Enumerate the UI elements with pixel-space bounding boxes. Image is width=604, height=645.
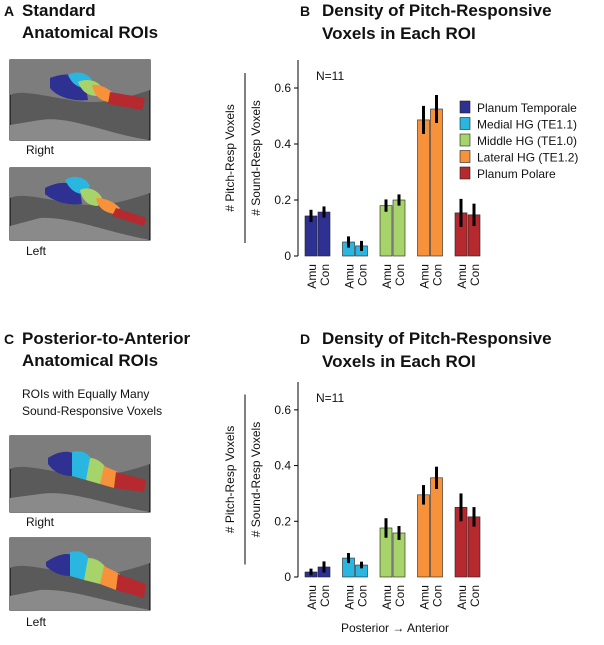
annotation: N=11 — [316, 69, 344, 83]
chart-title: Voxels in Each ROI — [322, 352, 476, 371]
x-label: Posterior → Anterior — [341, 621, 449, 635]
y-label: # Pitch-Resp Voxels — [223, 104, 237, 211]
bar — [317, 211, 331, 257]
x-tick-label: Con — [393, 264, 407, 286]
bar — [417, 494, 430, 578]
image-label: Left — [26, 615, 47, 629]
x-tick-label: Con — [431, 264, 445, 286]
chart-title: Voxels in Each ROI — [322, 24, 476, 43]
legend-label: Lateral HG (TE1.2) — [477, 151, 578, 165]
y-tick-label: 0.6 — [274, 403, 291, 417]
legend-swatch — [459, 133, 471, 147]
panel-letter: D — [300, 331, 310, 347]
x-tick-label: Amu — [343, 264, 357, 289]
x-tick-label: Amu — [455, 585, 469, 610]
brain-image — [9, 435, 151, 513]
panel-title: Anatomical ROIs — [22, 23, 158, 42]
bar — [379, 205, 393, 257]
x-tick-label: Con — [318, 585, 332, 607]
legend-label: Planum Polare — [477, 167, 556, 181]
legend-swatch — [459, 150, 471, 163]
legend-swatch — [459, 100, 471, 114]
chart-title: Density of Pitch-Responsive — [322, 329, 552, 348]
x-tick-label: Amu — [305, 585, 319, 610]
y-tick-label: 0.2 — [274, 193, 291, 207]
brain-image — [9, 537, 151, 611]
panel-subtitle: ROIs with Equally Many — [22, 387, 149, 401]
legend-swatch — [459, 166, 471, 180]
x-tick-label: Amu — [305, 264, 319, 289]
panel-letter: C — [4, 331, 14, 347]
image-label: Right — [26, 515, 55, 529]
legend-swatch — [459, 117, 471, 130]
y-tick-label: 0.4 — [274, 459, 291, 473]
bar — [430, 108, 443, 257]
x-tick-label: Con — [468, 264, 482, 286]
panel-letter: B — [300, 3, 310, 19]
x-tick-label: Amu — [380, 264, 394, 289]
x-tick-label: Amu — [418, 264, 432, 289]
panel-subtitle: Sound-Responsive Voxels — [22, 404, 162, 418]
y-tick-label: 0 — [284, 570, 291, 584]
bar — [417, 119, 430, 257]
x-tick-label: Amu — [455, 264, 469, 289]
bar — [430, 477, 443, 578]
bar — [392, 199, 406, 257]
x-tick-label: Con — [468, 585, 482, 607]
y-tick-label: 0.6 — [274, 81, 291, 95]
x-tick-label: Amu — [343, 585, 357, 610]
panel-title: Standard — [22, 1, 96, 20]
brain-image — [9, 167, 151, 241]
panel-title: Posterior-to-Anterior — [22, 329, 191, 348]
panel-letter: A — [4, 3, 14, 19]
panel-title: Anatomical ROIs — [22, 351, 158, 370]
x-tick-label: Con — [431, 585, 445, 607]
x-tick-label: Con — [318, 264, 332, 286]
image-label: Right — [26, 143, 55, 157]
x-tick-label: Con — [393, 585, 407, 607]
legend-label: Planum Temporale — [477, 101, 577, 115]
brain-image — [9, 59, 151, 141]
chart-title: Density of Pitch-Responsive — [322, 1, 552, 20]
image-label: Left — [26, 244, 47, 258]
legend-label: Middle HG (TE1.0) — [477, 134, 577, 148]
x-tick-label: Con — [356, 585, 370, 607]
y-tick-label: 0.2 — [274, 514, 291, 528]
annotation: N=11 — [316, 391, 344, 405]
y-label: # Sound-Resp Voxels — [249, 100, 263, 215]
legend-label: Medial HG (TE1.1) — [477, 118, 577, 132]
y-tick-label: 0.4 — [274, 137, 291, 151]
y-label: # Sound-Resp Voxels — [249, 422, 263, 537]
y-tick-label: 0 — [284, 249, 291, 263]
x-tick-label: Amu — [418, 585, 432, 610]
x-tick-label: Con — [356, 264, 370, 286]
y-label: # Pitch-Resp Voxels — [223, 426, 237, 533]
x-tick-label: Amu — [380, 585, 394, 610]
